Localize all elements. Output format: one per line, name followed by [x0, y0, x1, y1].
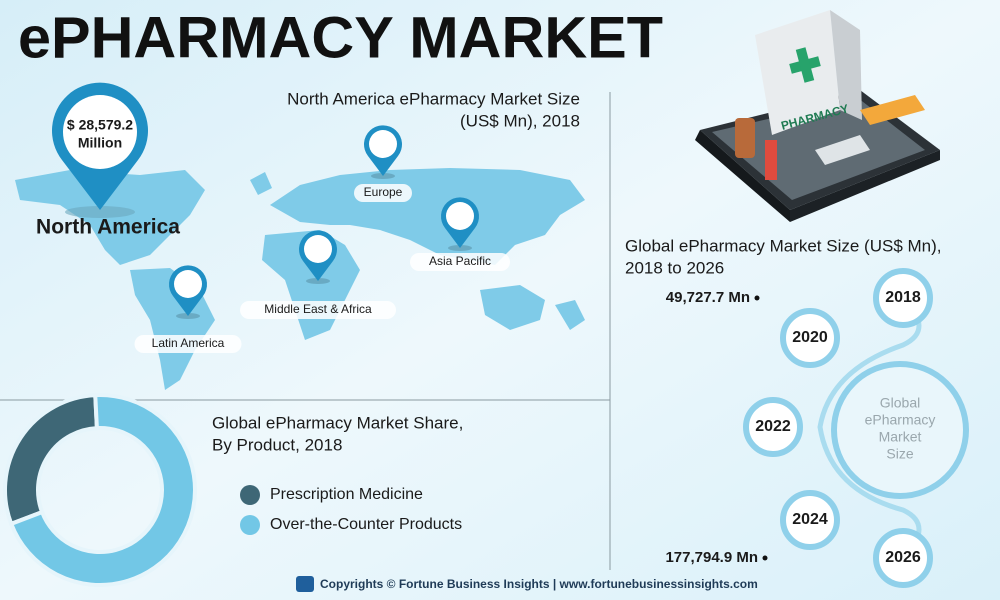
- logo: [296, 576, 314, 592]
- year-circle: [780, 490, 840, 550]
- donut-title: Global ePharmacy Market Share, By Product…: [212, 413, 463, 454]
- highlight-unit: Million: [78, 135, 122, 151]
- big-pin-face: [63, 95, 137, 169]
- title-line: Global ePharmacy Market Size (US$ Mn),: [625, 236, 942, 255]
- title-line: Global: [880, 395, 920, 411]
- pin-face: [174, 270, 202, 298]
- region-pins: Europe Asia Pacific Middle East & Africa La…: [134, 125, 510, 353]
- title-line: Size: [886, 446, 913, 462]
- year-circle: [873, 268, 933, 328]
- pin-face: [304, 235, 332, 263]
- year-label: 2020: [792, 329, 828, 346]
- title-line: By Product, 2018: [212, 435, 342, 454]
- year-label: 2026: [885, 549, 921, 566]
- year-circle: [743, 397, 803, 457]
- legend-swatch: [240, 485, 260, 505]
- region-label: Asia Pacific: [429, 254, 491, 268]
- donut-segment: [8, 393, 197, 587]
- market-size-title: Global ePharmacy Market Size (US$ Mn), 20…: [625, 236, 942, 277]
- year-circle: [873, 528, 933, 588]
- region-label: Latin America: [152, 336, 225, 350]
- footer: Copyrights © Fortune Business Insights |…: [320, 577, 758, 591]
- title: ePHARMACY MARKET: [18, 5, 663, 70]
- timeline: 2018 2020 2022 2024 2026: [743, 268, 933, 588]
- bullet: [754, 295, 760, 301]
- title-line: 2018 to 2026: [625, 258, 724, 277]
- title-line: Global ePharmacy Market Share,: [212, 413, 463, 432]
- title-line: Market: [879, 429, 922, 445]
- region-label: Middle East & Africa: [264, 302, 372, 316]
- pin-shadow: [65, 206, 135, 218]
- donut-chart: [3, 393, 197, 587]
- region-label-bg: [354, 184, 412, 202]
- map-title: North America ePharmacy Market Size (US$ …: [287, 89, 580, 130]
- center-circle: [831, 361, 969, 499]
- year-circle: [780, 308, 840, 368]
- bullet: [762, 555, 768, 561]
- highlight-value: $ 28,579.2: [67, 117, 133, 133]
- legend-swatch: [240, 515, 260, 535]
- region-label-bg: [240, 301, 396, 319]
- title-line: ePharmacy: [865, 412, 936, 428]
- end-value: 177,794.9 Mn: [665, 549, 758, 566]
- highlight-region: North America: [36, 216, 180, 239]
- title-line: North America ePharmacy Market Size: [287, 89, 580, 108]
- region-label: Europe: [364, 185, 403, 199]
- year-label: 2024: [792, 511, 828, 528]
- title-line: (US$ Mn), 2018: [460, 111, 580, 130]
- donut-segment: [3, 393, 99, 527]
- start-value: 49,727.7 Mn: [666, 289, 750, 306]
- year-label: 2022: [755, 418, 791, 435]
- region-label-bg: [134, 335, 242, 353]
- pharmacy-illustration: PHARMACY: [695, 10, 940, 222]
- legend-label: Over-the-Counter Products: [270, 516, 462, 533]
- pin-face: [369, 130, 397, 158]
- legend-label: Prescription Medicine: [270, 486, 423, 503]
- year-label: 2018: [885, 289, 921, 306]
- timeline-path: [817, 296, 922, 560]
- region-label-bg: [410, 253, 510, 271]
- legend: Prescription Medicine Over-the-Counter Pr…: [240, 485, 462, 535]
- pin-face: [446, 202, 474, 230]
